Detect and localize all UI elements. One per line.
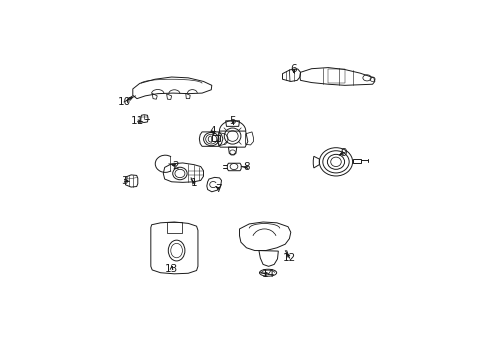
Text: 7: 7 [215, 184, 222, 194]
Text: 4: 4 [209, 126, 216, 135]
Text: 3: 3 [121, 176, 127, 186]
Text: 12: 12 [282, 253, 295, 263]
Text: 5: 5 [229, 116, 236, 126]
Text: 1: 1 [190, 178, 197, 188]
Text: 8: 8 [243, 162, 250, 172]
Text: 2: 2 [172, 161, 178, 171]
Text: 13: 13 [164, 264, 178, 274]
Text: 11: 11 [130, 116, 143, 126]
Text: 10: 10 [117, 97, 130, 107]
Text: 14: 14 [262, 269, 275, 279]
Text: 9: 9 [340, 148, 346, 158]
Text: 6: 6 [290, 64, 296, 74]
